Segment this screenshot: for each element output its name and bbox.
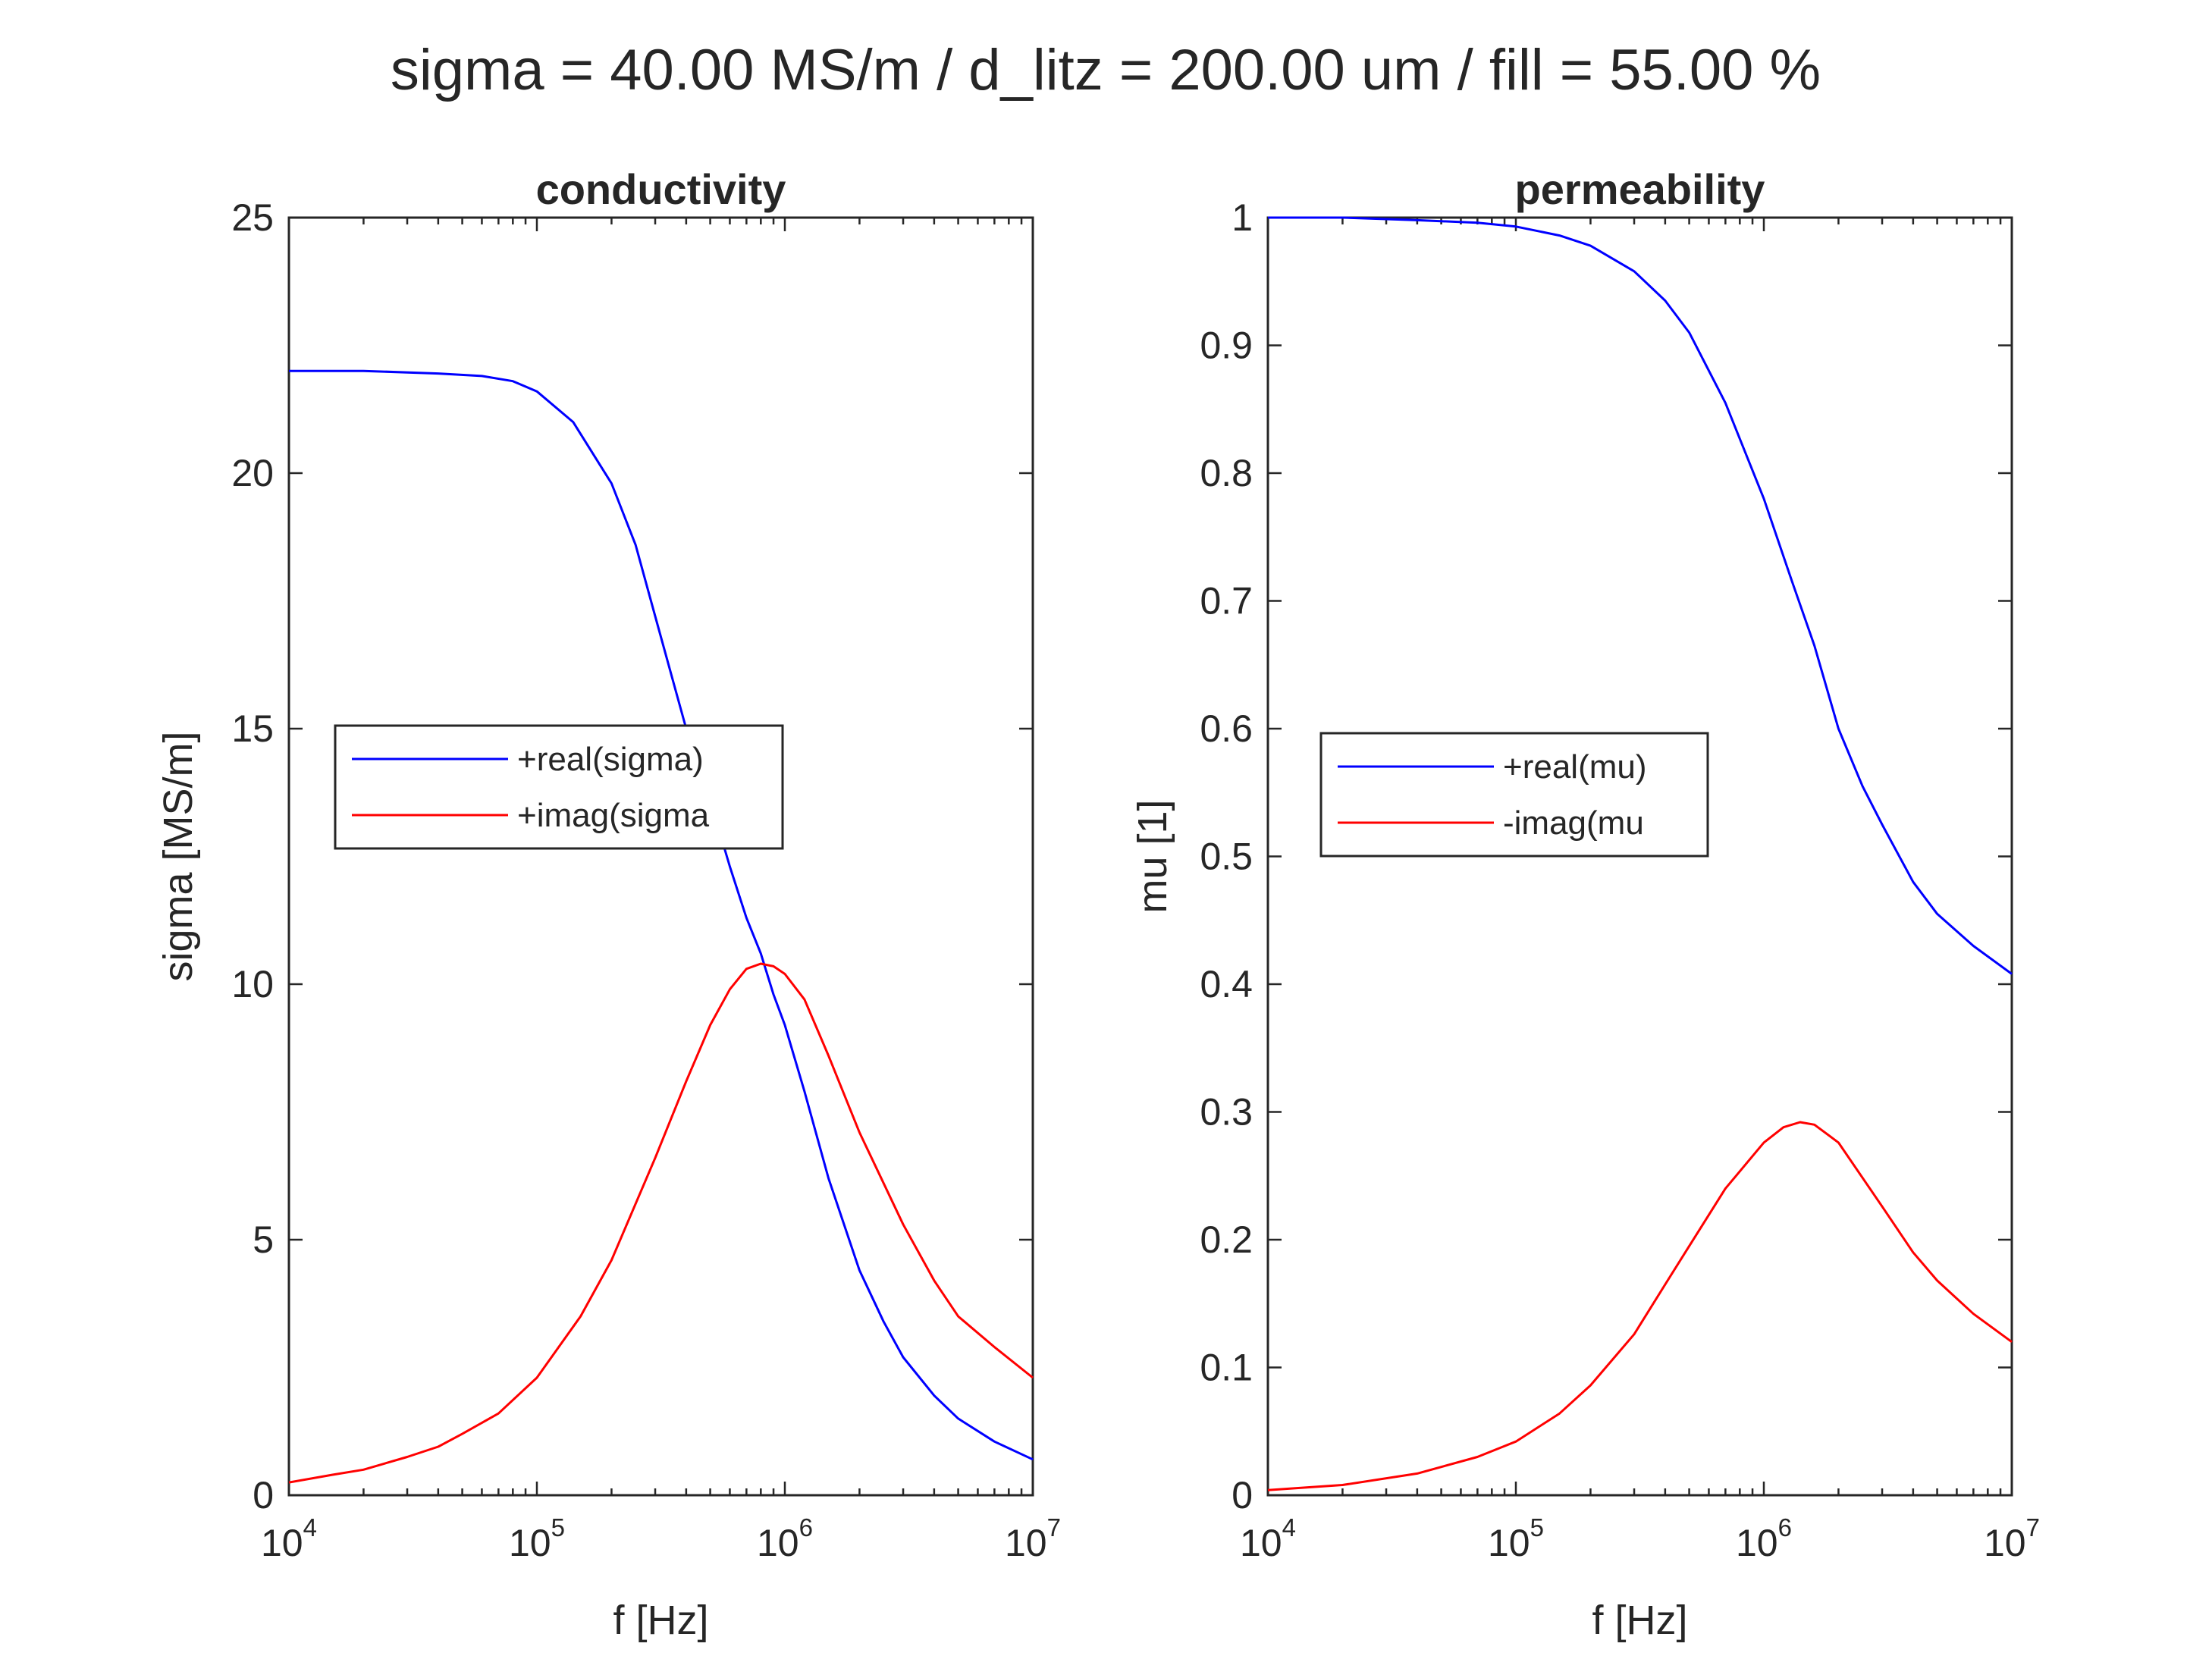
conductivity-legend-label-2: +imag(sigma — [517, 797, 710, 834]
permeability-x-tick-label: 106 — [1736, 1513, 1792, 1564]
conductivity-x-tick-label: 104 — [261, 1513, 317, 1564]
permeability-y-tick-label: 0.4 — [1200, 963, 1253, 1005]
conductivity-plot-area — [287, 216, 1034, 1497]
permeability-y-tick-label: 0.3 — [1200, 1091, 1253, 1134]
permeability-y-tick-label: 0.2 — [1200, 1218, 1253, 1261]
conductivity-axes: 104 105 106 107 0 5 10 15 20 25 conductivity f [Hz]… — [155, 165, 1061, 1643]
permeability-x-tick-label: 104 — [1240, 1513, 1296, 1564]
figure-suptitle: sigma = 40.00 MS/m / d_litz = 200.00 um … — [391, 38, 1821, 102]
permeability-y-axis-label: mu [1] — [1130, 799, 1175, 913]
conductivity-y-axis-label: sigma [MS/m] — [155, 731, 201, 981]
conductivity-legend: +real(sigma) +imag(sigma — [334, 724, 784, 850]
permeability-legend-label-2: -imag(mu — [1503, 804, 1644, 842]
permeability-x-tick-label: 105 — [1488, 1513, 1544, 1564]
permeability-y-tick-label: 0.8 — [1200, 452, 1253, 494]
permeability-title: permeability — [1515, 165, 1765, 213]
conductivity-y-tick-label: 25 — [231, 196, 274, 239]
conductivity-series-line-2 — [288, 962, 1034, 1484]
permeability-y-tick-label: 0.6 — [1200, 707, 1253, 750]
permeability-y-tick-label: 0.5 — [1200, 836, 1253, 878]
permeability-y-tick-label: 0.7 — [1200, 580, 1253, 623]
conductivity-x-axis-label: f [Hz] — [613, 1598, 708, 1643]
permeability-legend: +real(mu) -imag(mu — [1319, 732, 1709, 858]
permeability-axes: 104 105 106 107 0 0.1 0.2 0.3 0.4 0.5 0.6 0.7 0.8 0.9… — [1130, 165, 2040, 1643]
permeability-y-tick-label: 0.9 — [1200, 325, 1253, 367]
conductivity-x-tick-label: 106 — [757, 1513, 813, 1564]
conductivity-y-tick-label: 15 — [231, 707, 274, 750]
permeability-x-axis-label: f [Hz] — [1592, 1598, 1687, 1643]
conductivity-y-tick-label: 5 — [253, 1218, 274, 1261]
conductivity-legend-label-1: +real(sigma) — [517, 741, 704, 778]
permeability-series-line-2 — [1267, 1121, 2013, 1491]
permeability-legend-box — [1319, 732, 1709, 858]
permeability-y-tick-label: 0.1 — [1200, 1347, 1253, 1389]
permeability-series-line-1 — [1268, 216, 2013, 975]
permeability-legend-label-1: +real(mu) — [1503, 748, 1647, 786]
conductivity-title: conductivity — [536, 165, 786, 213]
conductivity-legend-box — [334, 724, 784, 850]
conductivity-x-tick-label: 107 — [1005, 1513, 1061, 1564]
conductivity-y-tick-label: 0 — [253, 1474, 274, 1516]
conductivity-y-tick-label: 10 — [231, 963, 274, 1005]
conductivity-x-tick-label: 105 — [509, 1513, 565, 1564]
permeability-y-tick-label: 1 — [1232, 196, 1253, 239]
conductivity-y-tick-label: 20 — [231, 452, 274, 494]
permeability-x-tick-label: 107 — [1984, 1513, 2040, 1564]
permeability-y-tick-label: 0 — [1232, 1474, 1253, 1516]
conductivity-series-line-1 — [289, 369, 1034, 1461]
